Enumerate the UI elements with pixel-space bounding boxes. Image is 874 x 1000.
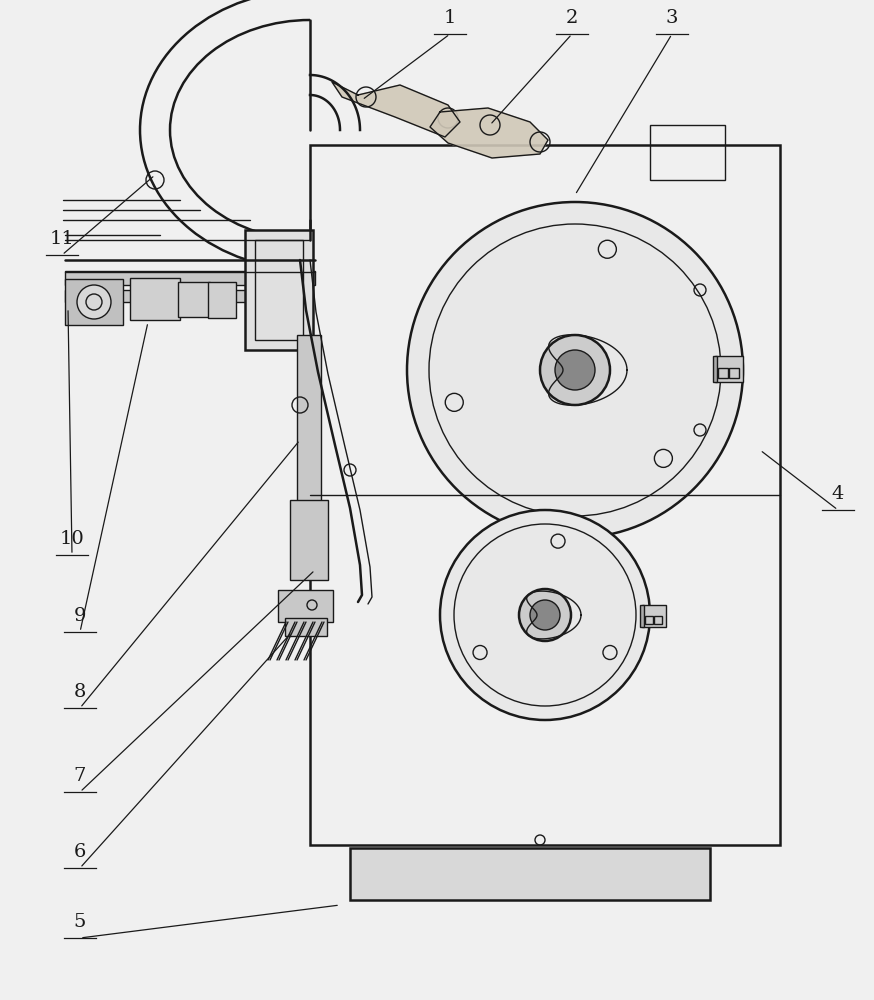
Bar bbox=[130, 278, 180, 320]
Text: 10: 10 bbox=[59, 530, 85, 548]
Bar bbox=[640, 605, 644, 627]
Bar bbox=[245, 230, 313, 350]
Bar bbox=[290, 500, 328, 580]
Text: 4: 4 bbox=[832, 485, 844, 503]
Circle shape bbox=[407, 202, 743, 538]
Text: 9: 9 bbox=[73, 607, 87, 625]
Text: 3: 3 bbox=[666, 9, 678, 27]
Bar bbox=[285, 618, 327, 636]
Bar bbox=[729, 368, 739, 378]
Bar bbox=[713, 356, 717, 382]
Bar bbox=[65, 290, 275, 302]
Bar bbox=[255, 240, 303, 340]
Bar bbox=[650, 125, 725, 180]
Bar bbox=[642, 605, 666, 627]
Bar bbox=[654, 616, 662, 624]
Bar bbox=[297, 335, 321, 510]
Bar bbox=[310, 145, 780, 845]
Text: 11: 11 bbox=[50, 230, 74, 248]
Circle shape bbox=[440, 510, 650, 720]
Bar bbox=[718, 368, 728, 378]
Polygon shape bbox=[430, 108, 548, 158]
Text: 6: 6 bbox=[73, 843, 87, 861]
Bar bbox=[645, 616, 653, 624]
Bar bbox=[65, 271, 315, 285]
Circle shape bbox=[77, 285, 111, 319]
Circle shape bbox=[540, 335, 610, 405]
Text: 7: 7 bbox=[73, 767, 87, 785]
Text: 5: 5 bbox=[73, 913, 87, 931]
Text: 1: 1 bbox=[444, 9, 456, 27]
Circle shape bbox=[519, 589, 571, 641]
Bar bbox=[715, 356, 743, 382]
Circle shape bbox=[555, 350, 595, 390]
Bar bbox=[178, 282, 210, 317]
Bar bbox=[350, 848, 710, 900]
Text: 8: 8 bbox=[73, 683, 87, 701]
Bar bbox=[208, 282, 236, 318]
Polygon shape bbox=[332, 82, 460, 137]
Bar bbox=[278, 590, 333, 622]
Circle shape bbox=[530, 600, 560, 630]
Bar bbox=[65, 279, 123, 325]
Text: 2: 2 bbox=[565, 9, 579, 27]
